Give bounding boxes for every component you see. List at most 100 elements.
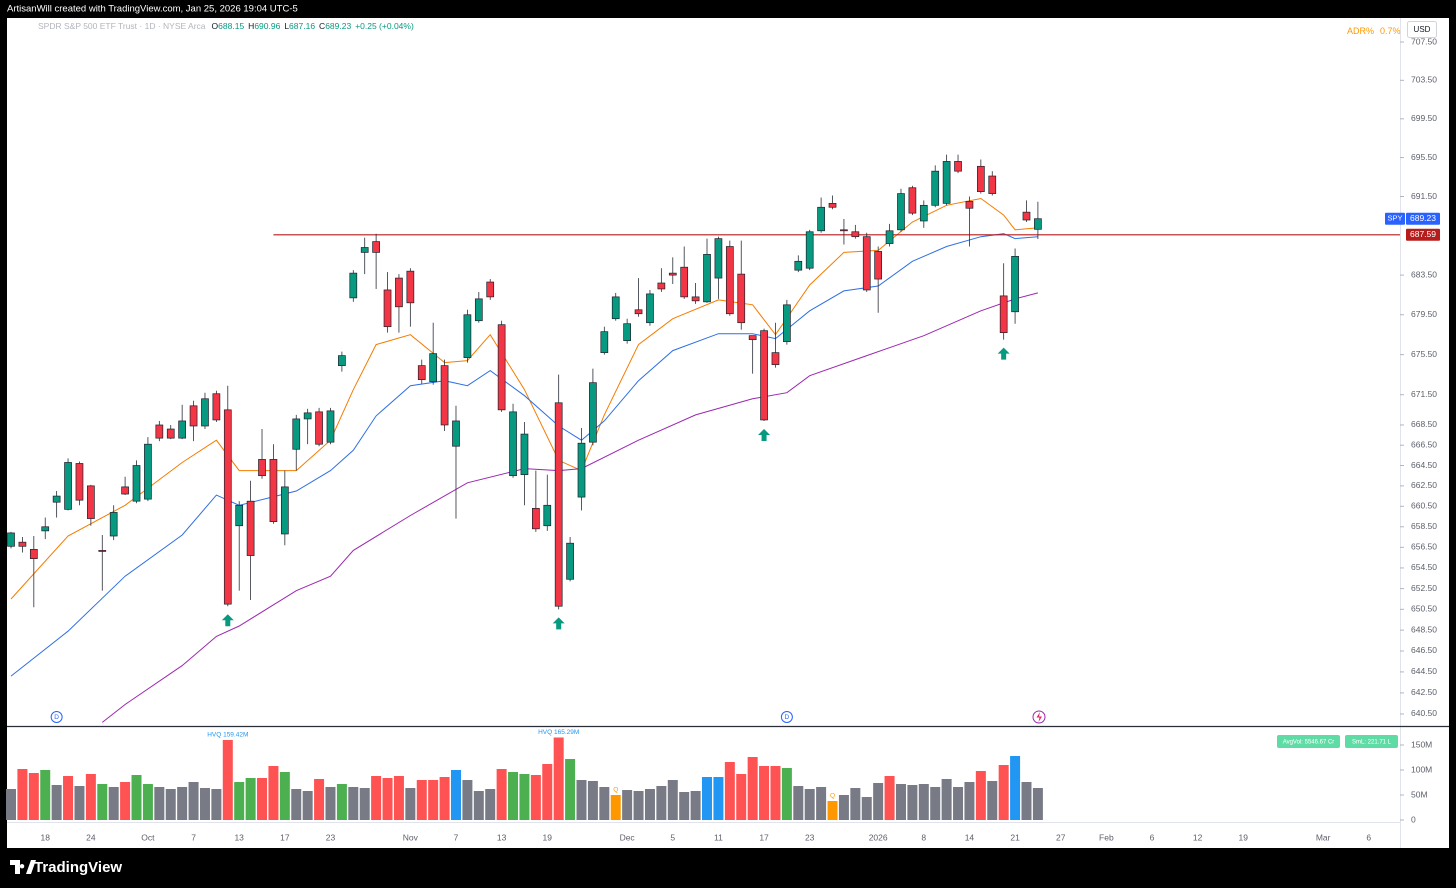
- y-tick-label: 654.50: [1411, 562, 1437, 572]
- candle-body: [497, 324, 506, 411]
- signal-arrow: [758, 428, 771, 441]
- volume-bar: [462, 780, 473, 820]
- x-tick-label: 19: [543, 832, 553, 842]
- volume-bar: [508, 772, 519, 820]
- candle-body: [976, 165, 985, 192]
- volume-bar: [610, 795, 621, 820]
- x-tick-label: 13: [234, 832, 244, 842]
- volume-bar: [587, 781, 598, 820]
- volume-bar: [371, 776, 382, 820]
- volume-bar: [359, 788, 370, 820]
- y-tick-label: 640.50: [1411, 708, 1437, 718]
- candle-body: [737, 273, 746, 324]
- candle-body: [429, 353, 438, 383]
- volume-bar: [325, 787, 336, 820]
- volume-bar: [622, 790, 633, 820]
- x-tick-label: 2026: [869, 832, 888, 842]
- volume-bar: [861, 797, 872, 820]
- candle-body: [452, 420, 460, 447]
- candle-body: [611, 296, 620, 320]
- candle-body: [748, 335, 757, 340]
- x-tick-label: 11: [714, 832, 723, 842]
- candle-body: [41, 526, 50, 532]
- candle-body: [395, 277, 403, 308]
- candle-body: [223, 409, 232, 605]
- candle-body: [64, 462, 72, 510]
- volume-bar: [850, 788, 861, 820]
- volume-bar: [28, 773, 39, 820]
- candle-body: [520, 433, 529, 476]
- candle-body: [885, 230, 894, 244]
- candle-body: [383, 289, 392, 328]
- volume-bar: [165, 789, 176, 820]
- candle-body: [349, 272, 358, 299]
- last-price-box: [1406, 212, 1440, 225]
- volume-bar: [987, 781, 998, 820]
- volume-bar: [702, 777, 713, 820]
- y-tick-label: 662.50: [1411, 480, 1437, 490]
- candle-body: [714, 238, 723, 279]
- volume-bar: [473, 791, 484, 820]
- signal-arrow: [997, 347, 1010, 360]
- candle-body: [874, 251, 883, 280]
- ticker: SPY: [1387, 214, 1402, 223]
- candle-body: [269, 459, 278, 522]
- dividend-label: D: [785, 714, 790, 721]
- candle-body: [417, 365, 426, 381]
- volume-bar: [895, 784, 906, 820]
- x-tick-label: 23: [326, 832, 336, 842]
- candle-body: [258, 459, 266, 477]
- volume-bar: [633, 791, 644, 820]
- candle-body: [98, 550, 107, 552]
- candle-body: [212, 393, 221, 421]
- y-tick-label: 650.50: [1411, 604, 1437, 614]
- volume-bar: [827, 801, 838, 820]
- candle-body: [474, 298, 483, 322]
- volume-bar: [804, 789, 815, 820]
- volume-bar: [17, 769, 28, 820]
- candle-body: [189, 405, 198, 427]
- x-tick-label: 17: [280, 832, 290, 842]
- y-tick-label: 691.50: [1411, 191, 1437, 201]
- volume-bar: [74, 786, 85, 820]
- y-tick-label: 703.50: [1411, 75, 1437, 85]
- volume-bar: [97, 784, 108, 820]
- candle-body: [919, 204, 928, 222]
- x-tick-label: 17: [759, 832, 769, 842]
- candle-body: [680, 266, 689, 298]
- x-tick-label: 6: [1150, 832, 1155, 842]
- candle-body: [326, 410, 335, 443]
- volume-bar: [314, 779, 325, 820]
- candle-body: [988, 175, 997, 194]
- currency-button[interactable]: [1407, 21, 1437, 38]
- volume-bar: [576, 780, 587, 820]
- last-price: 689.23: [1410, 213, 1436, 223]
- volume-bar: [85, 774, 96, 820]
- volume-bar: [930, 787, 941, 820]
- ohlc-letter: O: [212, 21, 219, 31]
- volume-bar: [393, 776, 404, 820]
- candle-body: [372, 241, 380, 253]
- volume-bar: [770, 766, 781, 820]
- moving-average: [10, 197, 1038, 600]
- candle-body: [805, 231, 814, 269]
- y-tick-label: 707.50: [1411, 36, 1437, 46]
- volume-bar: [177, 787, 188, 820]
- symbol-name: SPDR S&P 500 ETF Trust · 1D · NYSE Arca: [38, 21, 206, 31]
- candle-body: [589, 382, 597, 443]
- candle-body: [634, 309, 643, 315]
- candle-body: [623, 323, 631, 341]
- volume-bar: [416, 780, 427, 820]
- volume-bar: [450, 770, 461, 820]
- volume-bar: [428, 780, 439, 820]
- x-tick-label: 8: [921, 832, 926, 842]
- volume-badge-text: AvgVol: 5546.67 Cr: [1283, 740, 1335, 746]
- x-tick-label: 13: [497, 832, 507, 842]
- candle-body: [315, 411, 323, 445]
- y-tick-label: 671.50: [1411, 389, 1437, 399]
- currency[interactable]: USD: [1414, 25, 1431, 34]
- volume-badge: [1345, 735, 1398, 748]
- ohlc-value: 687.16: [289, 21, 315, 31]
- candle-body: [1011, 256, 1019, 313]
- candle-body: [201, 398, 209, 427]
